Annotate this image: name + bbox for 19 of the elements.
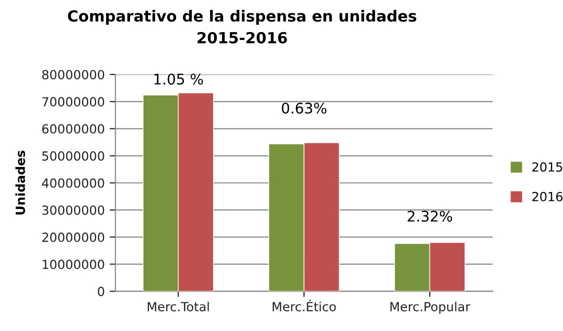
y-tick-label: 10000000 <box>42 260 104 270</box>
legend-label: 2016 <box>532 192 562 202</box>
y-tick-label: 80000000 <box>42 70 104 80</box>
y-tick-label: 20000000 <box>42 232 104 242</box>
x-tick-label: Merc.Ético <box>272 300 336 312</box>
y-tick-label: 60000000 <box>42 124 104 134</box>
annotation: 0.63% <box>282 102 326 114</box>
y-tick-label: 50000000 <box>42 151 104 161</box>
chart-title: Comparativo de la dispensa en unidades 2015-2016 <box>68 10 416 44</box>
y-tick-label: 70000000 <box>42 97 104 106</box>
y-tick-label: 40000000 <box>42 178 104 188</box>
y-tick-label: 30000000 <box>42 205 104 215</box>
annotation: 2.32% <box>408 210 452 222</box>
annotation: 1.05 % <box>154 74 203 85</box>
y-tick-label: 0 <box>98 286 104 296</box>
legend-label: 2015 <box>532 162 562 172</box>
x-tick-label: Merc.Total <box>148 302 209 312</box>
y-axis-title: Unidades <box>15 150 26 215</box>
x-tick-label: Merc.Popular <box>390 302 470 314</box>
